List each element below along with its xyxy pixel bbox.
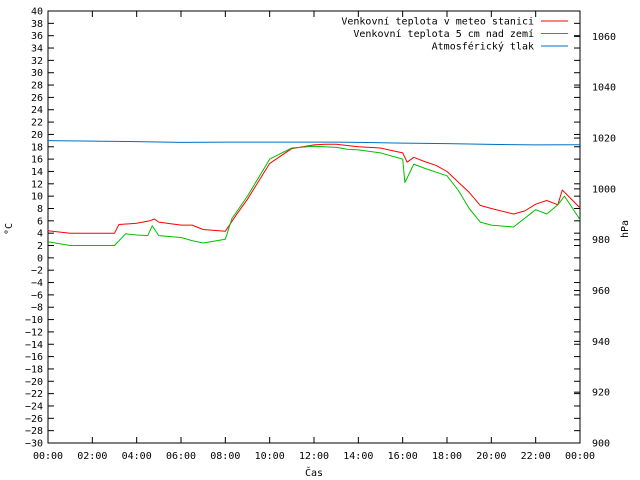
x-axis-title: Čas [305, 466, 323, 479]
y-tick-label: −20 [25, 377, 43, 388]
y-tick-label: 4 [37, 229, 43, 240]
x-tick-label: 16:00 [388, 451, 418, 462]
x-tick-label: 20:00 [476, 451, 506, 462]
y-tick-label: 16 [31, 155, 43, 166]
y-tick-label: −10 [25, 315, 43, 326]
y-axis-title: °C [4, 223, 15, 235]
y-tick-label: −18 [25, 364, 43, 375]
legend-label: Atmosférický tlak [432, 41, 534, 53]
x-tick-label: 22:00 [521, 451, 551, 462]
y-tick-label: −28 [25, 426, 43, 437]
y-tick-label: 22 [31, 118, 43, 129]
y-tick-label: 36 [31, 31, 43, 42]
y2-tick-label: 1020 [592, 134, 616, 145]
y-tick-label: −22 [25, 389, 43, 400]
y-tick-label: 30 [31, 68, 43, 79]
legend: Venkovní teplota v meteo staniciVenkovní… [341, 16, 568, 53]
y-tick-label: −6 [31, 290, 43, 301]
y-tick-label: 26 [31, 93, 43, 104]
y-tick-label: 2 [37, 241, 43, 252]
y-tick-label: −2 [31, 266, 43, 277]
x-tick-label: 04:00 [122, 451, 152, 462]
y-tick-label: −16 [25, 352, 43, 363]
series-line-2 [47, 145, 581, 246]
y2-tick-label: 900 [592, 439, 610, 450]
y-tick-label: 40 [31, 7, 43, 18]
y-tick-label: 10 [31, 192, 43, 203]
y-tick-label: 38 [31, 19, 43, 30]
y-tick-label: 20 [31, 130, 43, 141]
y-tick-label: 32 [31, 56, 43, 67]
y-tick-label: −8 [31, 303, 43, 314]
x-tick-label: 10:00 [255, 451, 285, 462]
y-tick-label: −30 [25, 439, 43, 450]
y2-tick-label: 920 [592, 388, 610, 399]
y-tick-label: 34 [31, 44, 43, 55]
y2-tick-label: 1000 [592, 184, 616, 195]
x-axis: 00:00 02:00 04:00 06:00 08:00 10:00 12:00 14:00… [33, 11, 595, 462]
y-tick-label: 28 [31, 81, 43, 92]
series-line-1 [47, 143, 581, 234]
y-tick-label: −24 [25, 401, 43, 412]
x-tick-label: 08:00 [210, 451, 240, 462]
y2-tick-label: 960 [592, 286, 610, 297]
y-tick-label: 14 [31, 167, 43, 178]
y-tick-label: −12 [25, 327, 43, 338]
x-tick-label: 00:00 [33, 451, 63, 462]
x-tick-label: 12:00 [299, 451, 329, 462]
y-tick-label: 8 [37, 204, 43, 215]
y-axis-right: 900 920 940 960 980 1000 1020 1040 1060 [574, 32, 616, 450]
y-tick-label: 12 [31, 179, 43, 190]
y-tick-label: −4 [31, 278, 43, 289]
series-layer [47, 140, 581, 246]
y-axis-left: −30−28−26−24−22−20−18−16−14−12−10−8−6−4−… [25, 7, 580, 450]
x-tick-label: 18:00 [432, 451, 462, 462]
y-tick-label: 18 [31, 142, 43, 153]
legend-label: Venkovní teplota v meteo stanici [341, 16, 534, 28]
y-tick-label: 0 [37, 253, 43, 264]
series-line-3 [47, 140, 581, 146]
y2-tick-label: 1040 [592, 83, 616, 94]
y2-tick-label: 1060 [592, 32, 616, 43]
y-tick-label: 24 [31, 105, 43, 116]
y2-tick-label: 980 [592, 235, 610, 246]
y2-tick-label: 940 [592, 337, 610, 348]
x-tick-label: 02:00 [77, 451, 107, 462]
legend-label: Venkovní teplota 5 cm nad zemí [353, 28, 534, 40]
x-tick-label: 14:00 [343, 451, 373, 462]
y-tick-label: 6 [37, 216, 43, 227]
x-tick-label: 00:00 [565, 451, 595, 462]
y2-axis-title: hPa [620, 220, 631, 238]
y-tick-label: −14 [25, 340, 43, 351]
x-tick-label: 06:00 [166, 451, 196, 462]
y-tick-label: −26 [25, 414, 43, 425]
